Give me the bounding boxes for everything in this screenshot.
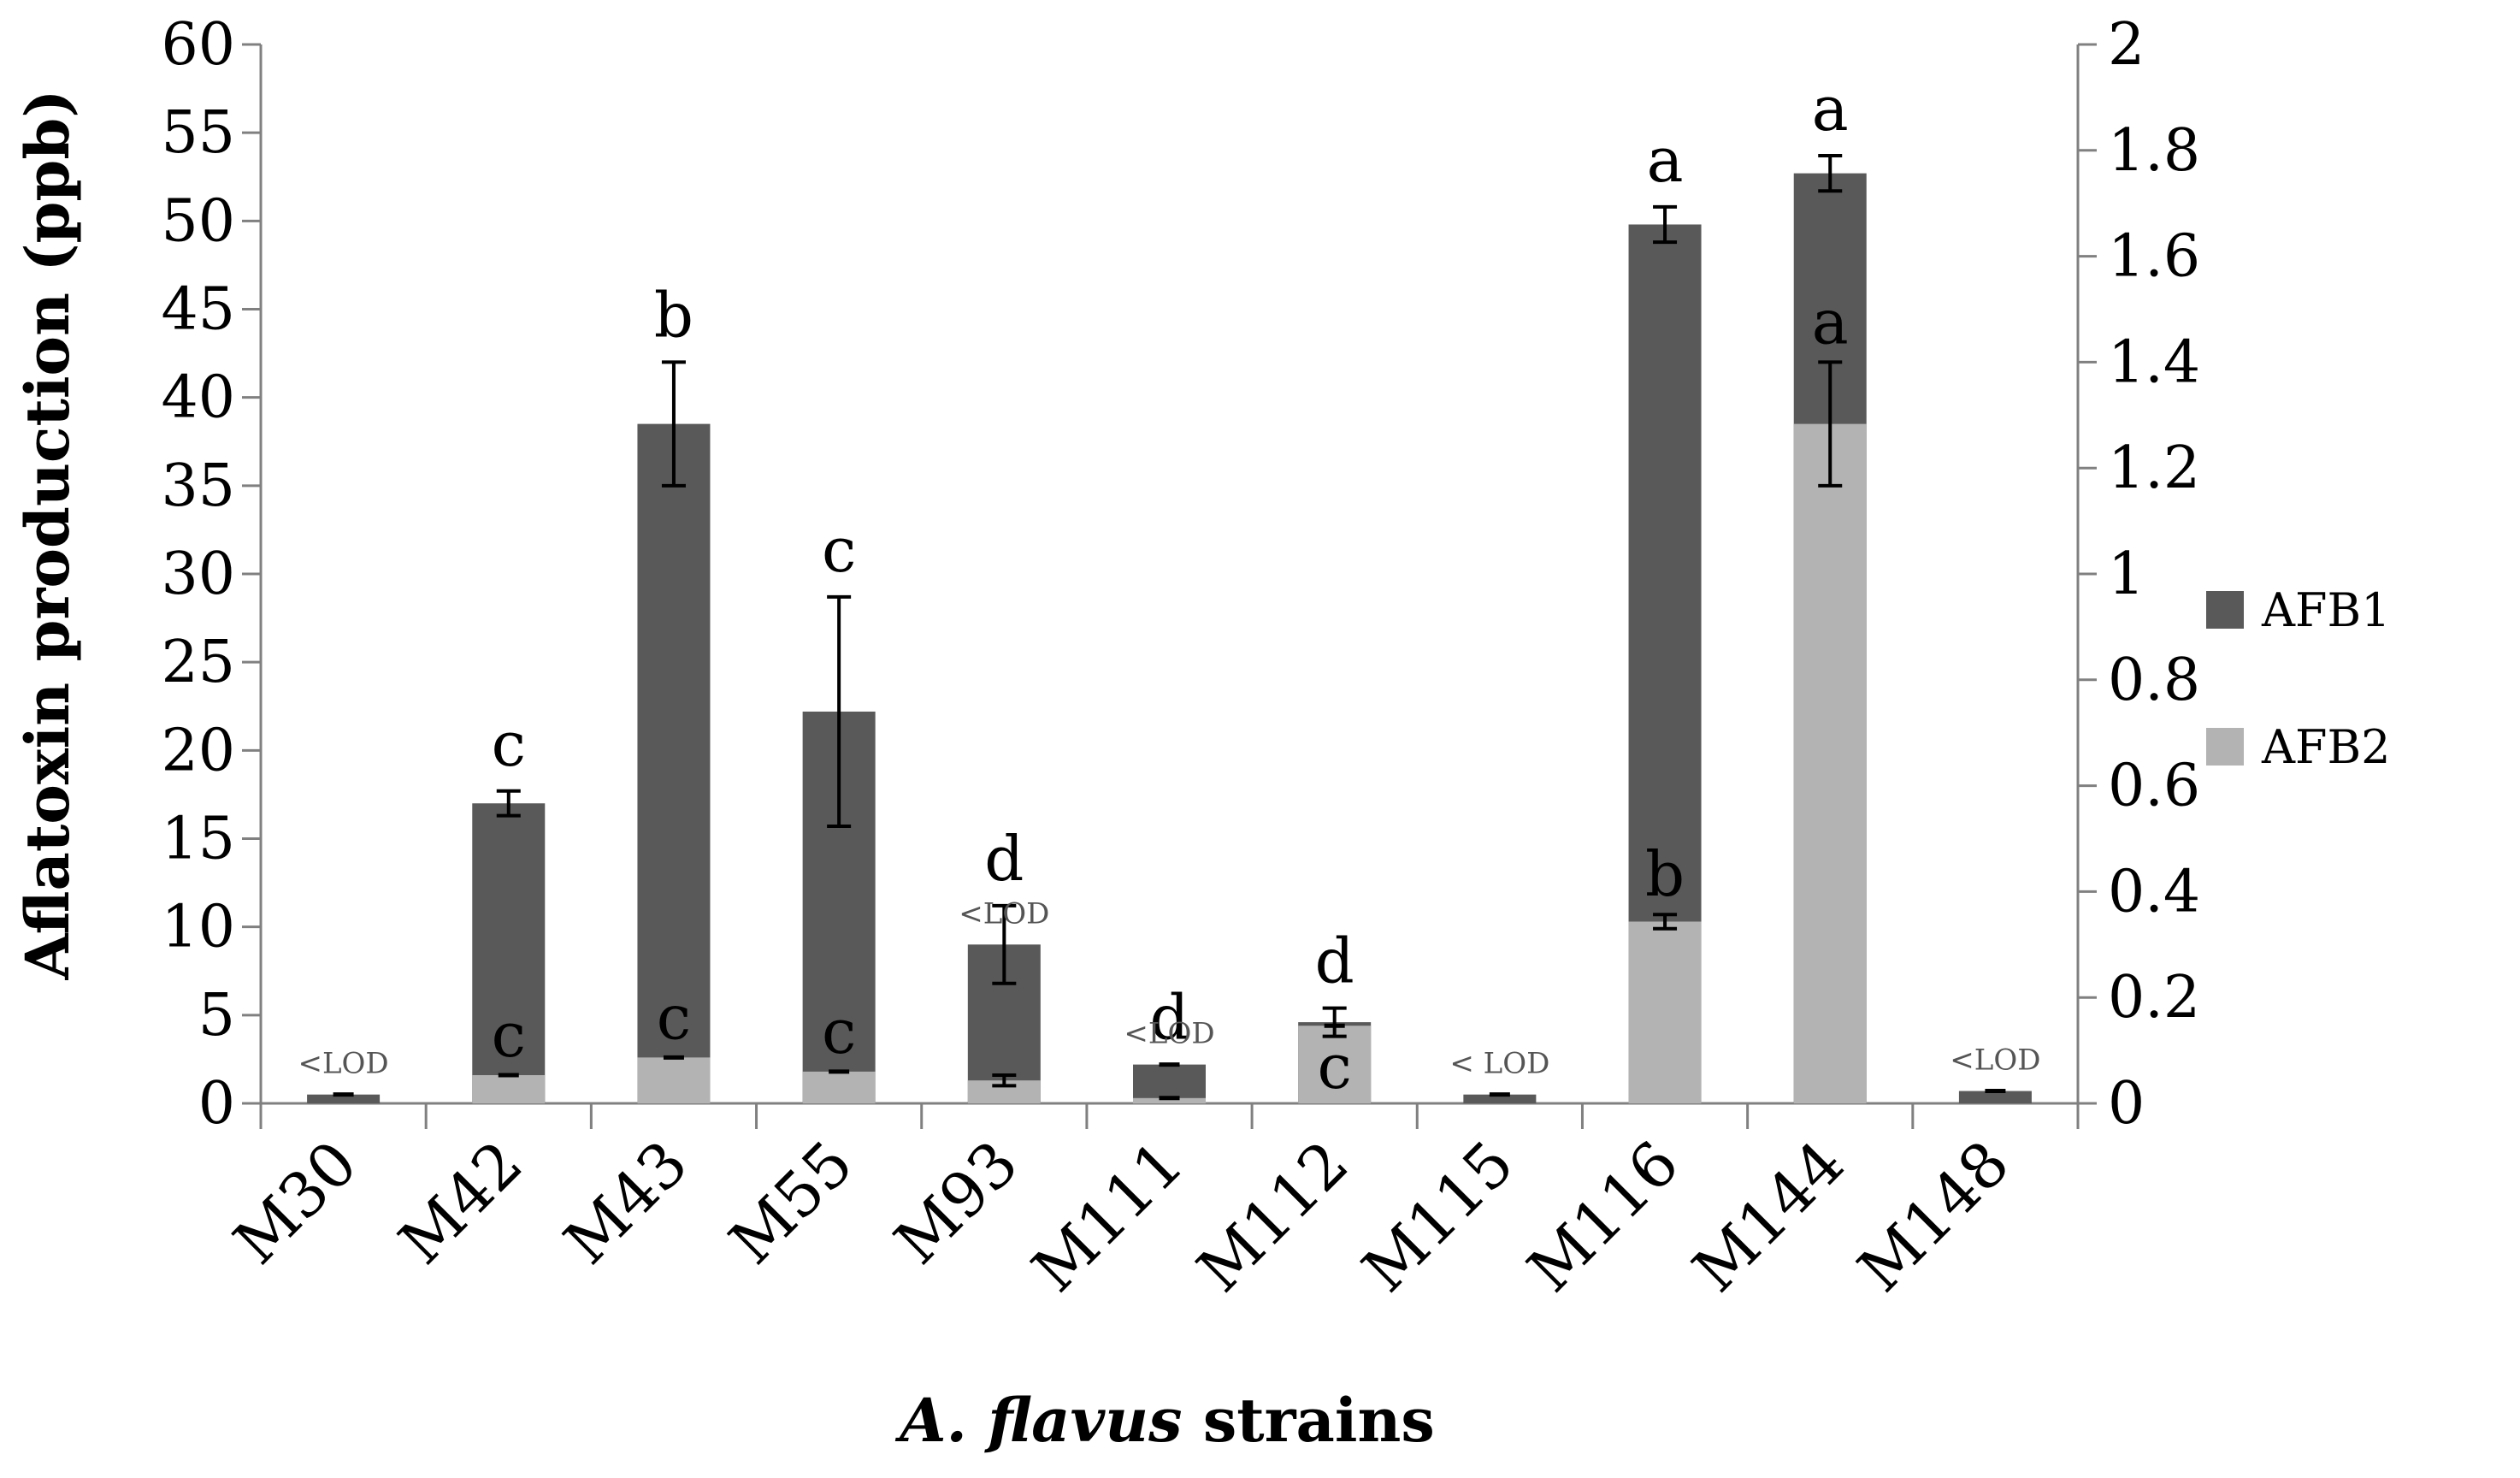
- y-tick-label: 0: [198, 1070, 235, 1138]
- y2-tick-label: 1.4: [2108, 328, 2200, 396]
- afb2-letter-m42: c: [492, 999, 526, 1071]
- bar-afb2-m112: [1298, 1026, 1372, 1103]
- legend-swatch-afb2: [2206, 728, 2244, 766]
- legend-swatch-afb1: [2206, 591, 2244, 629]
- y2-tick-label: 0.2: [2108, 964, 2200, 1032]
- y-axis-title: Aflatoxin production (ppb): [12, 90, 83, 981]
- afb1-letter-m55: c: [822, 514, 856, 586]
- y-tick-label: 50: [161, 187, 235, 255]
- x-tick-label: M30: [220, 1127, 370, 1278]
- afb1-letter-m93: d: [984, 823, 1024, 895]
- bar-afb1-m42: [472, 803, 546, 1103]
- bar-afb2-m144: [1793, 423, 1867, 1103]
- afb2-letter-m144: a: [1812, 286, 1849, 358]
- y-tick-label: 25: [161, 629, 235, 696]
- x-tick-label: M93: [881, 1127, 1031, 1278]
- bar-afb1-m148: [1958, 1091, 2032, 1103]
- x-tick-label: M42: [385, 1127, 535, 1278]
- bar-afb1-m30: [307, 1094, 381, 1103]
- afb2-letter-m55: c: [822, 996, 856, 1067]
- y-tick-label: 40: [161, 364, 235, 432]
- afb1-letter-m116: a: [1647, 124, 1684, 196]
- afb2-letter-m112: c: [1318, 1031, 1352, 1103]
- afb2-letter-m43: c: [657, 981, 691, 1053]
- y-tick-label: 55: [161, 99, 235, 167]
- y2-tick-label: 1: [2108, 541, 2145, 608]
- y2-tick-label: 0.8: [2108, 647, 2200, 714]
- y-tick-label: 20: [161, 717, 235, 784]
- y-tick-label: 15: [161, 806, 235, 873]
- y-axis-right: 0 0.2 0.4 0.6 0.8 1 1.2 1.4 1.6 1.8 2: [2076, 11, 2200, 1138]
- legend-label-afb1: AFB1: [2261, 583, 2391, 637]
- x-tick-label: M116: [1514, 1127, 1692, 1306]
- x-tick-label: M111: [1018, 1127, 1197, 1306]
- afb1-letter-m42: c: [492, 708, 526, 780]
- bar-afb1-m115: [1463, 1094, 1537, 1103]
- afb1-letter-m43: b: [654, 279, 693, 351]
- legend-label-afb2: AFB2: [2261, 720, 2391, 774]
- bar-group: [307, 173, 2032, 1104]
- y2-tick-label: 2: [2108, 11, 2145, 79]
- bar-afb1-m43: [637, 423, 711, 1103]
- lod-label-m111: <LOD: [1124, 1017, 1214, 1051]
- y-tick-label: 60: [161, 11, 235, 79]
- bar-afb2-m42: [472, 1074, 546, 1103]
- y-tick-label: 35: [161, 452, 235, 520]
- x-axis-title-rest: strains: [1183, 1385, 1435, 1456]
- legend: AFB1 AFB2: [2206, 583, 2391, 774]
- lod-label-m115: < LOD: [1449, 1047, 1549, 1081]
- bar-afb2-m116: [1628, 921, 1702, 1103]
- y2-tick-label: 0.4: [2108, 858, 2200, 925]
- afb2-letter-m116: b: [1645, 838, 1685, 910]
- lod-label-m148: <LOD: [1950, 1043, 2040, 1078]
- afb1-letter-m112: d: [1315, 925, 1354, 997]
- x-axis-title: A. flavus strains: [894, 1385, 1435, 1456]
- lod-label-m30: <LOD: [298, 1047, 388, 1081]
- y2-tick-label: 1.6: [2108, 223, 2200, 291]
- x-tick-label: M115: [1349, 1127, 1527, 1306]
- x-tick-label: M55: [716, 1127, 866, 1278]
- x-tick-label: M144: [1679, 1127, 1858, 1306]
- x-tick-label: M43: [551, 1127, 701, 1278]
- y2-tick-label: 0: [2108, 1070, 2145, 1138]
- x-tick-label: M148: [1844, 1127, 2023, 1306]
- lod-label-m93: <LOD: [959, 896, 1049, 931]
- y2-tick-label: 1.8: [2108, 117, 2200, 185]
- y2-tick-label: 1.2: [2108, 435, 2200, 502]
- error-bar-group: [333, 153, 2006, 1101]
- bar-afb2-m43: [637, 1057, 711, 1103]
- y-tick-label: 5: [198, 982, 235, 1049]
- y-tick-label: 30: [161, 541, 235, 608]
- bar-afb2-m55: [802, 1071, 876, 1103]
- y-axis-left: 0 5 10 15 20 25 30 35 40 45 50 55 60: [161, 11, 263, 1138]
- bar-afb2-m111: [1133, 1097, 1206, 1103]
- afb1-letter-m144: a: [1812, 73, 1849, 145]
- y-tick-label: 10: [161, 894, 235, 961]
- x-tick-label: M112: [1183, 1127, 1362, 1306]
- afb1-letter-m111: d: [1149, 982, 1189, 1054]
- y2-tick-label: 0.6: [2108, 753, 2200, 820]
- x-axis-title-italic: A. flavus: [894, 1385, 1182, 1456]
- y-tick-label: 45: [161, 276, 235, 344]
